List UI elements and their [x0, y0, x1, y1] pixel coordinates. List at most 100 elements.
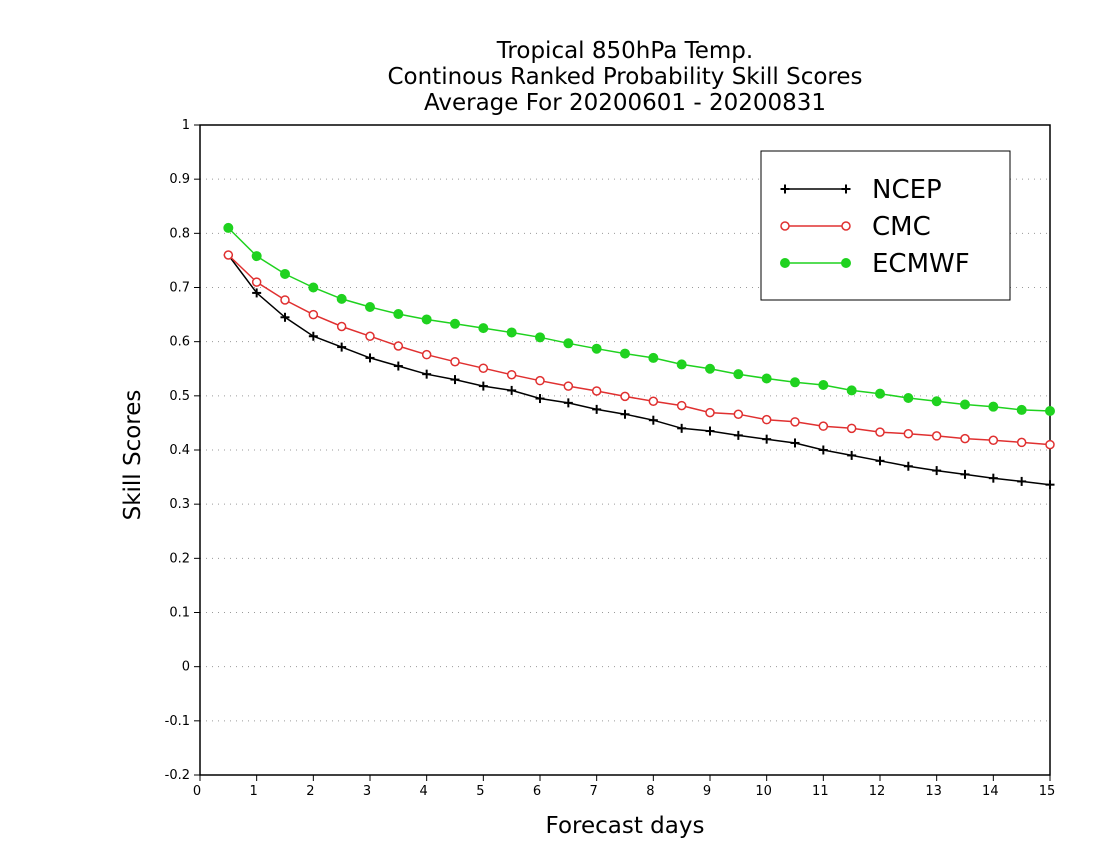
data-point-ecmwf — [393, 309, 404, 320]
y-tick-label: 0.2 — [169, 551, 190, 566]
data-point-ecmwf — [365, 302, 375, 312]
data-point-ecmwf — [988, 401, 999, 412]
series-ecmwf — [223, 222, 1055, 416]
data-point-cmc — [875, 427, 885, 437]
x-tick-label: 11 — [812, 784, 829, 799]
legend-marker — [780, 258, 790, 268]
data-point-cmc — [818, 421, 829, 431]
data-point-ncep — [818, 445, 828, 455]
legend-marker — [780, 184, 790, 194]
data-point-cmc — [620, 391, 630, 402]
data-point-ecmwf — [223, 222, 234, 233]
data-point-ecmwf — [761, 373, 772, 384]
data-point-ncep — [762, 434, 772, 444]
data-point-ecmwf — [478, 323, 489, 334]
series-cmc — [223, 250, 1055, 450]
x-tick-label: 1 — [250, 784, 258, 799]
y-tick-label: 0.7 — [169, 281, 190, 296]
data-point-cmc — [676, 400, 687, 411]
data-point-cmc — [705, 407, 715, 418]
y-tick-label: 0.8 — [169, 226, 190, 241]
data-point-ecmwf — [563, 338, 574, 349]
x-tick-label: 3 — [363, 784, 371, 799]
data-point-ecmwf — [308, 282, 319, 293]
legend-marker — [841, 221, 851, 231]
data-point-ncep — [733, 430, 743, 440]
data-point-cmc — [365, 331, 375, 341]
data-point-ecmwf — [421, 314, 432, 325]
data-point-ecmwf — [535, 332, 545, 343]
data-point-ecmwf — [790, 377, 800, 388]
chart-title-line: Tropical 850hPa Temp. — [496, 38, 753, 64]
x-tick-label: 13 — [925, 784, 942, 799]
data-point-ncep — [875, 456, 885, 466]
data-point-cmc — [280, 295, 290, 305]
legend-item-ecmwf: ECMWF — [780, 249, 970, 279]
x-tick-label: 0 — [193, 784, 201, 799]
data-point-ncep — [847, 450, 857, 460]
data-point-ncep — [592, 404, 602, 414]
data-point-ncep — [960, 469, 970, 479]
x-tick-label: 9 — [703, 784, 711, 799]
y-axis-label: Skill Scores — [120, 390, 146, 521]
data-point-ncep — [648, 415, 658, 425]
data-point-ncep — [308, 331, 318, 341]
legend-label: CMC — [872, 212, 931, 242]
data-point-cmc — [733, 409, 744, 419]
data-point-cmc — [761, 414, 772, 425]
data-point-ncep — [903, 461, 913, 471]
data-point-ncep — [932, 466, 942, 476]
data-point-ncep — [507, 385, 517, 395]
legend-marker — [841, 184, 851, 194]
chart-title-line: Continous Ranked Probability Skill Score… — [387, 64, 862, 90]
data-point-cmc — [846, 423, 857, 434]
chart-title-line: Average For 20200601 - 20200831 — [424, 90, 826, 116]
data-point-ecmwf — [251, 251, 262, 262]
data-point-ncep — [365, 353, 375, 363]
y-tick-label: -0.1 — [165, 714, 190, 729]
x-axis: 0 1 2 3 4 5 6 7 8 9 10 11 12 13 14 15 — [193, 775, 1055, 799]
x-tick-label: 7 — [590, 784, 598, 799]
data-point-ncep — [790, 438, 800, 448]
y-tick-label: 0.1 — [169, 606, 190, 621]
data-point-cmc — [506, 369, 517, 380]
data-point-ecmwf — [591, 343, 602, 354]
data-point-ncep — [705, 426, 715, 436]
x-tick-label: 5 — [476, 784, 484, 799]
data-point-ncep — [1017, 476, 1027, 486]
data-point-ncep — [677, 423, 687, 433]
y-tick-label: -0.2 — [165, 768, 190, 783]
data-point-ecmwf — [960, 399, 970, 410]
data-point-cmc — [988, 435, 999, 445]
x-axis-label: Forecast days — [546, 813, 705, 839]
data-point-cmc — [251, 277, 262, 287]
data-point-cmc — [648, 396, 659, 406]
data-point-cmc — [393, 341, 404, 351]
y-tick-label: 0.5 — [169, 389, 190, 404]
data-point-ncep — [535, 394, 545, 404]
data-point-ecmwf — [506, 327, 517, 338]
data-point-ncep — [478, 381, 488, 391]
data-point-cmc — [421, 349, 432, 360]
data-point-ecmwf — [705, 363, 715, 374]
x-tick-label: 14 — [982, 784, 999, 799]
x-tick-label: 15 — [1039, 784, 1056, 799]
data-point-ecmwf — [903, 393, 914, 403]
data-point-ecmwf — [846, 385, 857, 396]
data-point-cmc — [1045, 439, 1055, 450]
data-point-ncep — [422, 369, 432, 379]
data-point-ecmwf — [336, 293, 347, 304]
y-tick-label: 0.9 — [169, 172, 190, 187]
data-point-ecmwf — [648, 352, 659, 363]
data-point-ecmwf — [450, 318, 460, 329]
data-point-ecmwf — [1045, 406, 1055, 416]
y-tick-label: 0.4 — [169, 443, 190, 458]
data-point-ncep — [620, 409, 630, 419]
x-tick-label: 2 — [306, 784, 314, 799]
data-point-ecmwf — [733, 369, 744, 380]
x-tick-label: 10 — [755, 784, 772, 799]
data-point-ecmwf — [620, 348, 630, 359]
legend-item-cmc: CMC — [780, 212, 931, 242]
series-ncep — [223, 250, 1055, 490]
